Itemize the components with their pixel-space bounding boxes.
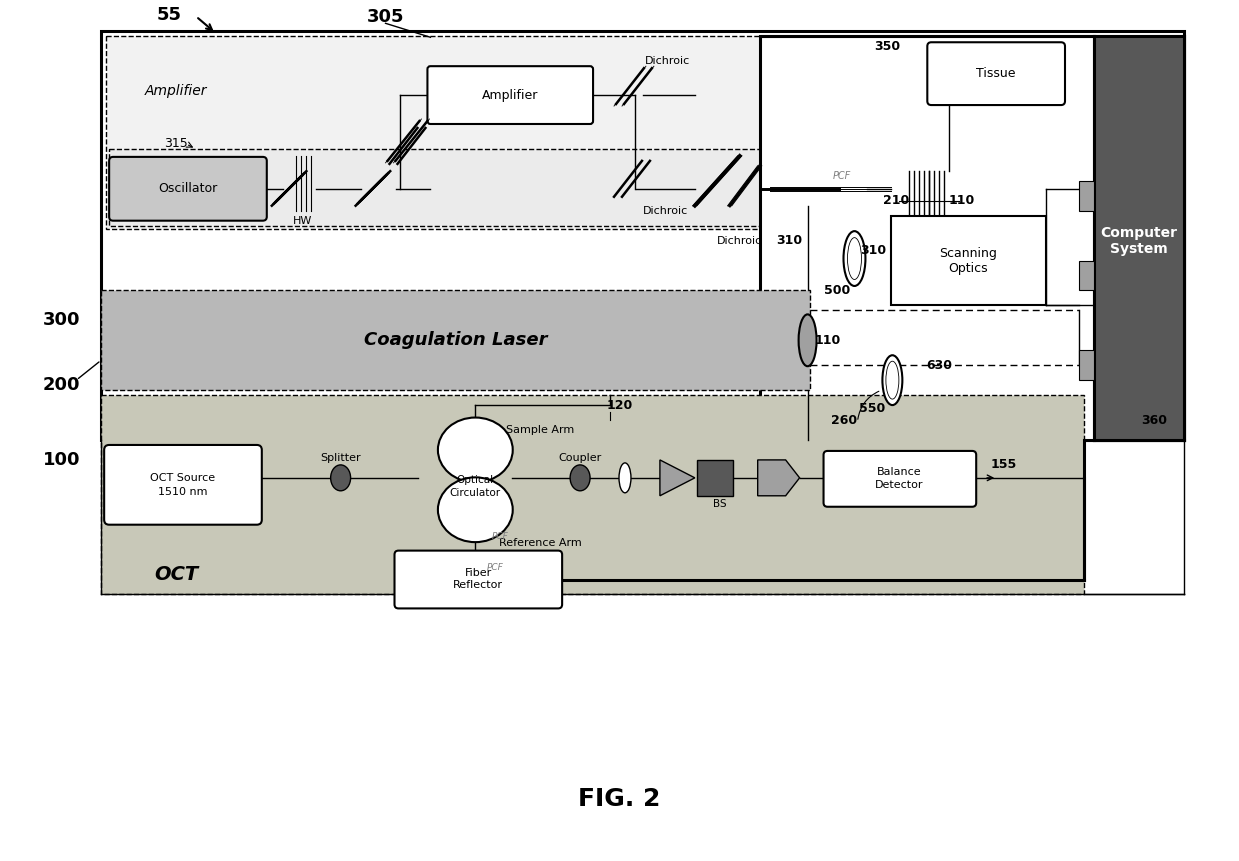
Text: Oscillator: Oscillator xyxy=(159,183,218,195)
Bar xyxy=(1079,261,1094,290)
Text: 210: 210 xyxy=(883,195,909,208)
Text: Tissue: Tissue xyxy=(976,66,1016,80)
Text: FIG. 2: FIG. 2 xyxy=(577,787,660,811)
Text: Detector: Detector xyxy=(875,480,923,490)
Text: 55: 55 xyxy=(156,6,181,24)
Text: BS: BS xyxy=(712,499,726,509)
Text: Coagulation Laser: Coagulation Laser xyxy=(363,331,548,350)
Text: 120: 120 xyxy=(607,399,633,412)
Text: 110: 110 xyxy=(948,195,974,208)
Text: OCT Source: OCT Source xyxy=(150,473,216,483)
Text: Balance: Balance xyxy=(877,467,922,477)
Polygon shape xyxy=(660,460,695,496)
Text: Amplifier: Amplifier xyxy=(145,84,207,98)
Text: 310: 310 xyxy=(860,244,886,257)
Ellipse shape xyxy=(844,231,866,286)
Text: Scanning
Optics: Scanning Optics xyxy=(939,246,997,275)
Ellipse shape xyxy=(331,465,351,491)
Text: 305: 305 xyxy=(367,9,404,27)
FancyBboxPatch shape xyxy=(927,42,1066,105)
Text: 110: 110 xyxy=(814,334,840,347)
Text: 360: 360 xyxy=(1141,413,1167,426)
Text: 200: 200 xyxy=(42,376,81,394)
Polygon shape xyxy=(758,460,799,496)
Bar xyxy=(1094,36,1183,440)
Text: 260: 260 xyxy=(831,413,857,426)
Text: Computer
System: Computer System xyxy=(1100,226,1177,256)
FancyBboxPatch shape xyxy=(394,551,563,609)
Bar xyxy=(696,460,732,496)
Ellipse shape xyxy=(886,362,898,400)
Text: Fiber: Fiber xyxy=(465,567,492,578)
Bar xyxy=(102,395,1084,594)
Text: 300: 300 xyxy=(42,312,81,330)
Text: 155: 155 xyxy=(991,458,1017,471)
Text: 350: 350 xyxy=(875,40,901,53)
Text: 500: 500 xyxy=(824,284,851,297)
Bar xyxy=(109,149,762,226)
Text: PCF: PCF xyxy=(492,532,509,542)
Ellipse shape xyxy=(437,418,513,482)
Text: Optical: Optical xyxy=(457,474,494,485)
FancyBboxPatch shape xyxy=(109,157,266,220)
Ellipse shape xyxy=(847,238,861,280)
Bar xyxy=(1079,350,1094,381)
Bar xyxy=(1079,181,1094,211)
Text: Circulator: Circulator xyxy=(450,488,501,498)
Text: 550: 550 xyxy=(860,401,886,415)
Bar xyxy=(760,36,1183,440)
Ellipse shape xyxy=(437,477,513,542)
Text: Splitter: Splitter xyxy=(321,453,361,463)
Ellipse shape xyxy=(882,356,902,405)
Text: Reference Arm: Reference Arm xyxy=(499,537,581,548)
Text: 100: 100 xyxy=(42,451,81,469)
Bar xyxy=(891,216,1046,306)
Bar xyxy=(102,31,1183,440)
Text: Reflector: Reflector xyxy=(453,580,503,591)
Ellipse shape xyxy=(620,463,631,492)
Bar xyxy=(107,36,762,229)
Text: Amplifier: Amplifier xyxy=(482,89,539,102)
Text: OCT: OCT xyxy=(154,565,198,584)
FancyBboxPatch shape xyxy=(104,445,261,524)
Text: 315: 315 xyxy=(164,138,188,151)
Ellipse shape xyxy=(799,314,817,366)
Ellipse shape xyxy=(570,465,590,491)
Text: Dichroic: Dichroic xyxy=(717,236,762,245)
Text: Coupler: Coupler xyxy=(559,453,602,463)
Text: 310: 310 xyxy=(777,234,803,247)
Text: 630: 630 xyxy=(927,359,953,372)
Bar xyxy=(102,290,809,390)
Text: Dichroic: Dichroic xyxy=(643,206,689,216)
Text: HW: HW xyxy=(294,215,312,226)
Text: 1510 nm: 1510 nm xyxy=(159,486,208,497)
Text: PCF: PCF xyxy=(833,170,851,181)
FancyBboxPatch shape xyxy=(824,451,976,507)
Text: Sample Arm: Sample Arm xyxy=(506,425,575,435)
Text: PCF: PCF xyxy=(487,563,504,572)
Text: Dichroic: Dichroic xyxy=(646,56,690,66)
FancyBboxPatch shape xyxy=(427,66,593,124)
